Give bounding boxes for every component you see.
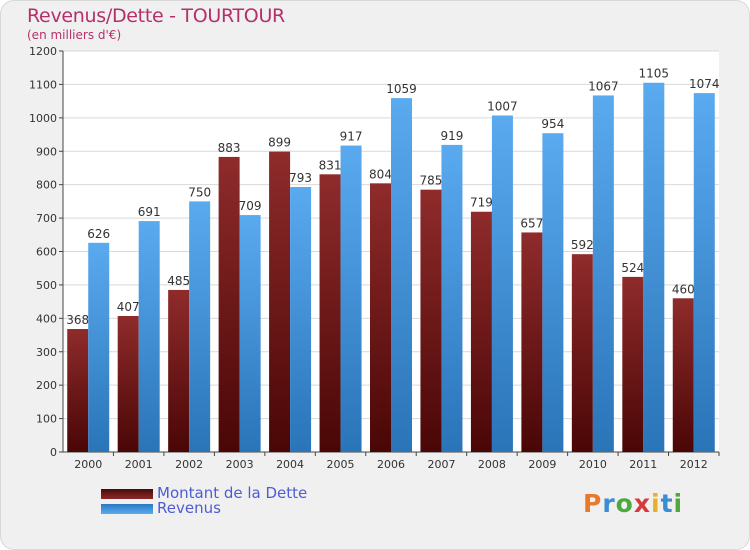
bar-revenus [340,145,362,453]
bar-dette [521,232,543,452]
data-label-dette: 883 [218,141,241,155]
legend-label-revenus: Revenus [157,499,221,517]
x-tick-label: 2000 [74,458,102,471]
data-label-dette: 899 [268,136,291,150]
bar-dette [571,254,593,452]
bar-dette [168,289,190,452]
bar-revenus [491,115,513,452]
bar-revenus [189,201,211,452]
logo-letter: i [651,489,661,518]
x-tick-label: 2007 [427,458,455,471]
data-label-dette: 657 [520,216,543,230]
y-tick-label: 300 [36,346,57,359]
y-tick-label: 500 [36,279,57,292]
legend-swatch-revenus [101,504,153,514]
data-label-revenus: 917 [340,130,363,144]
data-label-dette: 524 [621,261,644,275]
bar-revenus [88,242,110,452]
x-tick-label: 2010 [579,458,607,471]
data-label-revenus: 1074 [689,77,720,91]
x-tick-label: 2002 [175,458,203,471]
bar-dette [622,276,644,452]
logo-letter: r [602,489,616,518]
data-label-revenus: 1067 [588,79,619,93]
x-tick-label: 2008 [478,458,506,471]
chart-title: Revenus/Dette - TOURTOUR [27,5,285,27]
x-tick-label: 2012 [680,458,708,471]
data-label-revenus: 954 [541,117,564,131]
data-label-dette: 804 [369,167,392,181]
y-tick-label: 900 [36,145,57,158]
bar-dette [319,174,341,452]
data-label-dette: 460 [672,282,695,296]
y-tick-label: 200 [36,379,57,392]
data-label-revenus: 1105 [639,67,670,81]
logo-letter: i [673,489,684,518]
y-tick-label: 0 [50,446,57,459]
logo-letter: x [633,489,651,518]
proxiti-logo: Proxiti [583,489,683,518]
bar-dette [370,183,391,452]
data-label-revenus: 1059 [386,82,417,96]
y-tick-label: 1200 [29,45,57,58]
bar-dette [218,156,240,452]
y-tick-label: 400 [36,312,57,325]
bar-revenus [290,187,312,452]
bar-dette [420,189,442,452]
bar-revenus [592,95,614,453]
bar-dette [67,329,89,452]
logo-letter: t [660,489,674,518]
x-tick-label: 2006 [377,458,405,471]
x-tick-label: 2001 [125,458,153,471]
logo-letter: o [615,489,634,518]
data-label-dette: 592 [571,238,594,252]
x-tick-label: 2003 [226,458,254,471]
data-label-dette: 831 [319,158,342,172]
data-label-revenus: 793 [289,171,312,185]
y-tick-label: 600 [36,246,57,259]
data-label-revenus: 1007 [487,99,518,113]
data-label-revenus: 919 [441,129,464,143]
data-label-dette: 719 [470,196,493,210]
bar-revenus [391,98,412,453]
bar-dette [117,315,139,452]
y-tick-label: 1100 [29,78,57,91]
bar-dette [470,211,492,452]
y-tick-label: 100 [36,413,57,426]
y-tick-label: 1000 [29,112,57,125]
bar-revenus [239,215,261,452]
bar-revenus [542,133,564,452]
bar-revenus [138,221,160,452]
x-tick-label: 2011 [629,458,657,471]
data-label-dette: 368 [66,313,89,327]
logo-letter: P [583,489,603,518]
legend-label-dette: Montant de la Dette [157,484,308,502]
bar-dette [269,151,291,452]
x-tick-label: 2009 [528,458,556,471]
data-label-dette: 407 [117,300,140,314]
legend-swatch-dette [101,489,153,499]
bar-revenus [441,144,463,453]
bar-dette [672,298,694,452]
y-tick-label: 800 [36,179,57,192]
bar-revenus [693,93,715,452]
data-label-revenus: 709 [239,199,262,213]
y-tick-label: 700 [36,212,57,225]
data-label-dette: 485 [167,274,190,288]
bar-revenus [643,82,665,452]
data-label-revenus: 750 [188,185,211,199]
data-label-dette: 785 [420,174,443,188]
x-tick-label: 2004 [276,458,304,471]
data-label-revenus: 626 [87,227,110,241]
x-tick-label: 2005 [327,458,355,471]
chart-subtitle: (en milliers d'€) [27,28,122,42]
data-label-revenus: 691 [138,205,161,219]
